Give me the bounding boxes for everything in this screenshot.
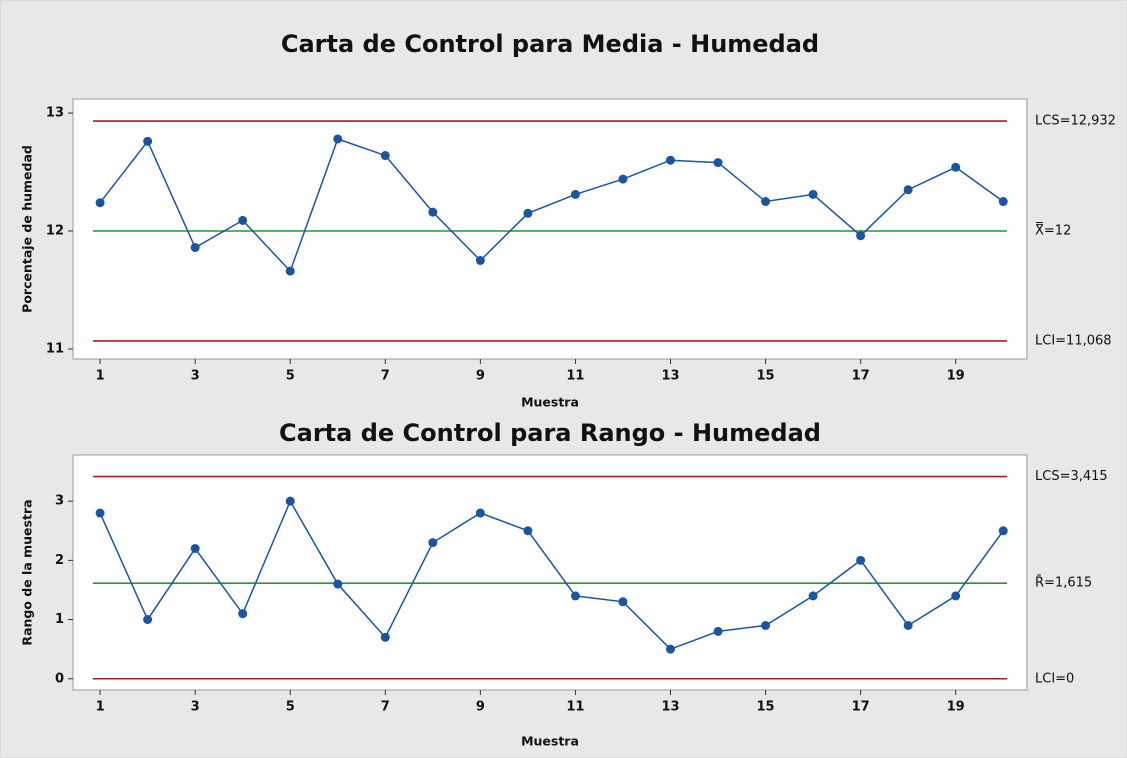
x-tick-label: 7 bbox=[381, 700, 390, 715]
x-tick-label: 13 bbox=[661, 369, 679, 384]
data-point bbox=[333, 134, 343, 144]
control-line-label: LCI=0 bbox=[1035, 671, 1074, 686]
data-point bbox=[903, 185, 913, 195]
y-tick-label: 13 bbox=[46, 106, 64, 121]
data-point bbox=[808, 189, 818, 199]
x-tick-label: 11 bbox=[566, 700, 584, 715]
data-point bbox=[665, 644, 675, 654]
control-line-label: LCS=12,932 bbox=[1035, 114, 1116, 129]
x-axis-label: Muestra bbox=[521, 395, 579, 410]
data-point bbox=[761, 620, 771, 630]
x-tick-label: 5 bbox=[286, 369, 295, 384]
data-point bbox=[475, 255, 485, 265]
x-tick-label: 3 bbox=[191, 369, 200, 384]
data-point bbox=[761, 197, 771, 207]
data-point bbox=[570, 189, 580, 199]
data-point bbox=[951, 162, 961, 172]
data-point bbox=[380, 632, 390, 642]
control-line-label: LCI=11,068 bbox=[1035, 333, 1112, 348]
series-line bbox=[99, 138, 1004, 273]
data-point bbox=[285, 496, 295, 506]
data-point bbox=[475, 508, 485, 518]
data-point bbox=[998, 526, 1008, 536]
x-tick-label: 9 bbox=[476, 369, 485, 384]
y-tick-label: 3 bbox=[55, 494, 64, 509]
x-tick-label: 19 bbox=[947, 700, 965, 715]
data-point bbox=[618, 174, 628, 184]
series-line bbox=[99, 499, 1004, 651]
data-point bbox=[523, 208, 533, 218]
y-tick-label: 2 bbox=[55, 553, 64, 568]
data-point bbox=[856, 555, 866, 565]
data-point bbox=[998, 197, 1008, 207]
y-tick-label: 0 bbox=[55, 671, 64, 686]
data-point bbox=[428, 207, 438, 217]
y-axis-label: Porcentaje de humedad bbox=[20, 145, 35, 313]
data-point bbox=[95, 508, 105, 518]
data-point bbox=[190, 544, 200, 554]
data-point bbox=[951, 591, 961, 601]
data-point bbox=[903, 620, 913, 630]
x-tick-label: 13 bbox=[661, 700, 679, 715]
y-axis-label: Rango de la muestra bbox=[20, 499, 35, 645]
data-point bbox=[143, 136, 153, 146]
data-point bbox=[713, 158, 723, 168]
data-point bbox=[238, 609, 248, 619]
x-axis-label: Muestra bbox=[521, 734, 579, 749]
data-point bbox=[570, 591, 580, 601]
x-tick-label: 17 bbox=[852, 369, 870, 384]
data-point bbox=[428, 538, 438, 548]
data-point bbox=[238, 215, 248, 225]
x-tick-label: 1 bbox=[96, 700, 105, 715]
x-tick-label: 9 bbox=[476, 700, 485, 715]
y-tick-label: 12 bbox=[46, 224, 64, 239]
plot-area bbox=[72, 454, 1028, 691]
data-point bbox=[618, 597, 628, 607]
data-point bbox=[333, 579, 343, 589]
x-tick-label: 3 bbox=[191, 700, 200, 715]
chart-title: Carta de Control para Media - Humedad bbox=[281, 30, 819, 58]
x-tick-label: 11 bbox=[566, 369, 584, 384]
data-point bbox=[523, 526, 533, 536]
x-tick-label: 5 bbox=[286, 700, 295, 715]
data-point bbox=[285, 266, 295, 276]
control-line-label: X̿=12 bbox=[1035, 222, 1071, 238]
x-tick-label: 1 bbox=[96, 369, 105, 384]
control-line-label: LCS=3,415 bbox=[1035, 469, 1108, 484]
chart-title: Carta de Control para Rango - Humedad bbox=[279, 419, 821, 447]
y-tick-label: 1 bbox=[55, 612, 64, 627]
data-point bbox=[856, 231, 866, 241]
control-line-label: R̄=1,615 bbox=[1035, 575, 1092, 590]
x-tick-label: 15 bbox=[757, 700, 775, 715]
data-point bbox=[713, 626, 723, 636]
plot-area bbox=[72, 98, 1028, 360]
x-tick-label: 15 bbox=[757, 369, 775, 384]
data-point bbox=[665, 155, 675, 165]
data-point bbox=[808, 591, 818, 601]
data-point bbox=[143, 615, 153, 625]
x-tick-label: 7 bbox=[381, 369, 390, 384]
data-point bbox=[380, 151, 390, 161]
x-tick-label: 17 bbox=[852, 700, 870, 715]
x-tick-label: 19 bbox=[947, 369, 965, 384]
y-tick-label: 11 bbox=[46, 341, 64, 356]
data-point bbox=[190, 243, 200, 253]
data-point bbox=[95, 198, 105, 208]
